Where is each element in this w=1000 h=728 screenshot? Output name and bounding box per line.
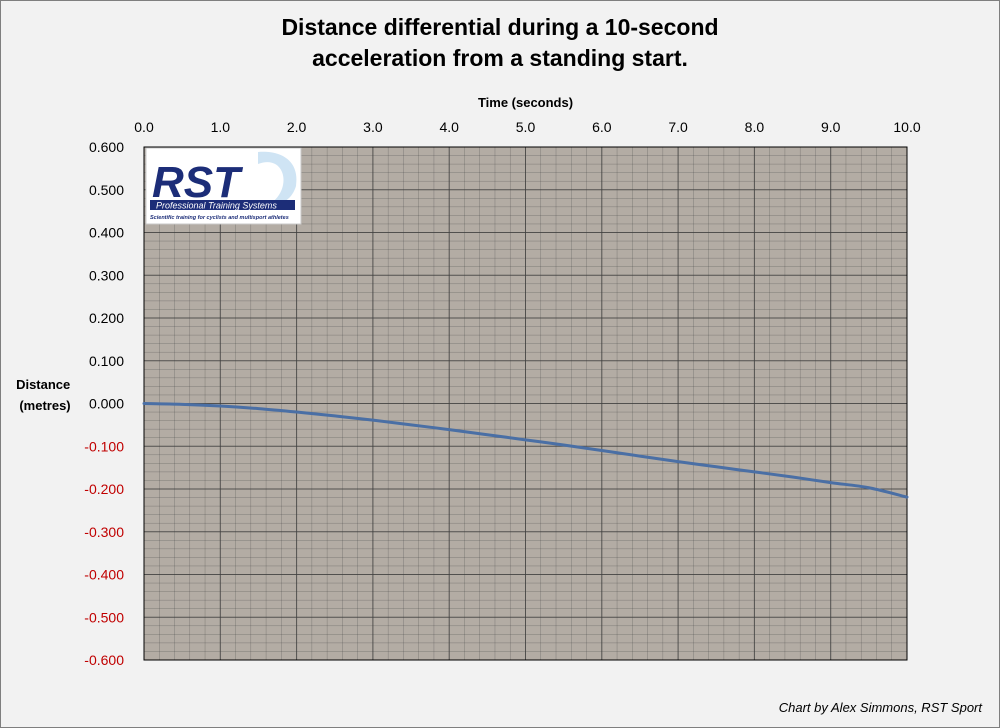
grid-lines [144,147,907,660]
y-tick-label: 0.400 [89,225,124,241]
y-tick-label: 0.600 [89,139,124,155]
logo-rst-text: RST [152,158,243,207]
y-axis-label-line-2: (metres) [19,398,70,413]
x-tick-label: 3.0 [363,119,383,135]
chart-title: Distance differential during a 10-second… [0,12,1000,74]
x-tick-label: 4.0 [439,119,459,135]
y-tick-label: 0.100 [89,353,124,369]
y-axis-label-line-1: Distance [16,377,70,392]
y-tick-label: -0.100 [84,438,124,454]
x-tick-label: 7.0 [668,119,688,135]
series-line [142,402,909,499]
y-tick-label: 0.200 [89,310,124,326]
y-tick-label: -0.600 [84,652,124,668]
y-tick-labels: 0.600 0.500 0.400 0.300 0.200 0.100 0.000 -0.10… [84,139,124,668]
y-tick-label: -0.200 [84,481,124,497]
x-axis-label: Time (seconds) [478,95,573,110]
cyclist-graphic-icon [258,151,297,205]
x-tick-label: 6.0 [592,119,612,135]
y-tick-label: 0.000 [89,396,124,412]
x-tick-label: 8.0 [745,119,765,135]
x-tick-label: 0.0 [134,119,154,135]
logo-subtitle: Professional Training Systems [156,201,277,211]
y-axis-label: Distance (metres) [16,377,74,413]
logo-bar [150,200,295,210]
x-tick-labels: 0.0 1.0 2.0 3.0 4.0 5.0 6.0 7.0 8.0 9.0 10.0 [134,119,921,135]
logo-tagline: Scientific training for cyclists and mul… [150,215,289,221]
x-tick-label: 10.0 [893,119,920,135]
x-tick-label: 2.0 [287,119,307,135]
y-tick-label: 0.300 [89,267,124,283]
x-tick-label: 5.0 [516,119,536,135]
rst-logo: RST Professional Training Systems Scient… [145,147,302,225]
chart-title-line-1: Distance differential during a 10-second [281,14,719,40]
y-tick-label: -0.500 [84,609,124,625]
y-tick-label: -0.300 [84,524,124,540]
chart-title-line-2: acceleration from a standing start. [312,45,688,71]
x-tick-label: 9.0 [821,119,841,135]
y-tick-label: 0.500 [89,182,124,198]
chart-credit: Chart by Alex Simmons, RST Sport [778,700,982,715]
x-tick-label: 1.0 [211,119,231,135]
y-tick-label: -0.400 [84,567,124,583]
